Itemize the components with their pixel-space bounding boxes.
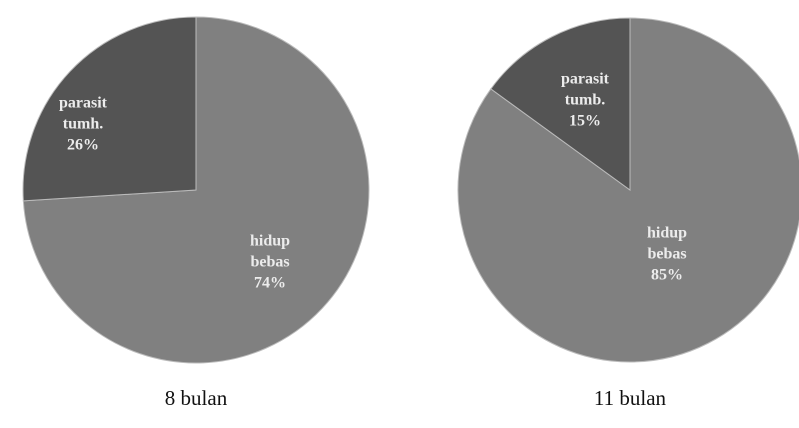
slice-label: parasit tumh. 26% bbox=[48, 93, 118, 156]
slice-value: 85% bbox=[651, 266, 683, 284]
slice-value: 15% bbox=[569, 112, 601, 130]
slice-category: hidup bebas bbox=[249, 232, 291, 271]
slice-category: hidup bebas bbox=[646, 224, 688, 263]
slice-value: 74% bbox=[254, 274, 286, 292]
slice-label: hidup bebas 85% bbox=[632, 223, 702, 286]
slice-category: parasit tumh. bbox=[59, 94, 107, 133]
chart-title: 11 bulan bbox=[593, 386, 667, 410]
slice-label: parasit tumb. 15% bbox=[550, 69, 620, 132]
pie-slice bbox=[490, 17, 631, 191]
chart-title: 8 bulan bbox=[164, 386, 228, 410]
pie-slice bbox=[457, 17, 799, 363]
pie-slice bbox=[22, 16, 197, 202]
slice-category: parasit tumb. bbox=[561, 70, 609, 109]
slice-value: 26% bbox=[67, 136, 99, 154]
slice-label: hidup bebas 74% bbox=[235, 231, 305, 294]
